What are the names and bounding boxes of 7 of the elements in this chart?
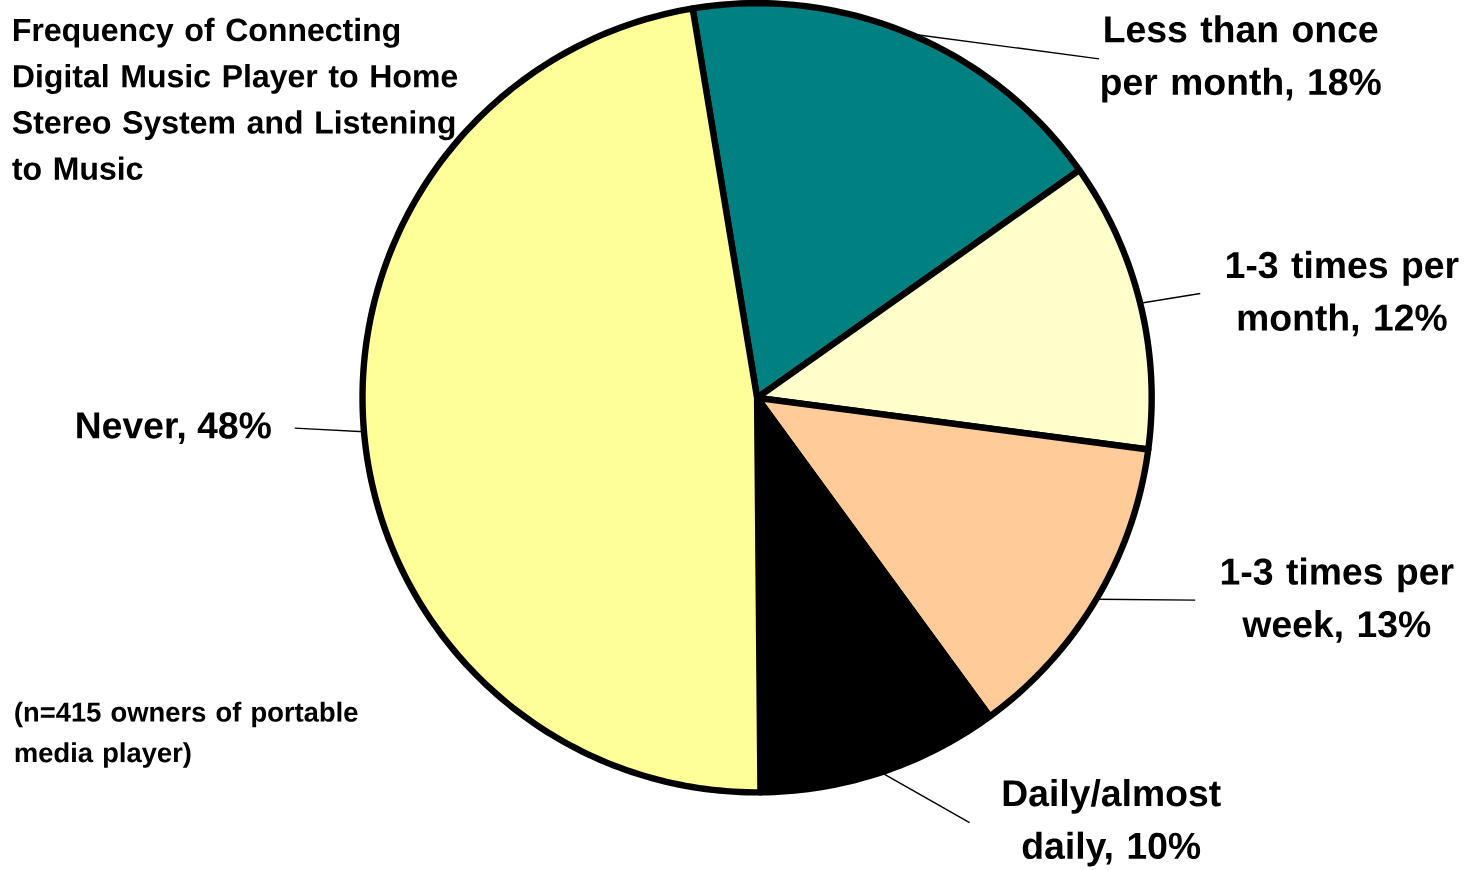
slice-label: 1-3 times per week, 13%	[1221, 557, 1454, 643]
slice-label: Never, 48%	[77, 412, 271, 445]
slice-label: Less than once per month, 18%	[1102, 15, 1381, 103]
slice-label: Daily/almost daily, 10%	[1003, 779, 1221, 867]
text: (n=415 owners of portable media player)	[15, 701, 358, 768]
text: Frequency of Connecting Digital Music Player to Home Stereo System and Listening to Music	[12, 17, 458, 180]
slice-label: 1-3 times per month, 12%	[1226, 250, 1459, 337]
